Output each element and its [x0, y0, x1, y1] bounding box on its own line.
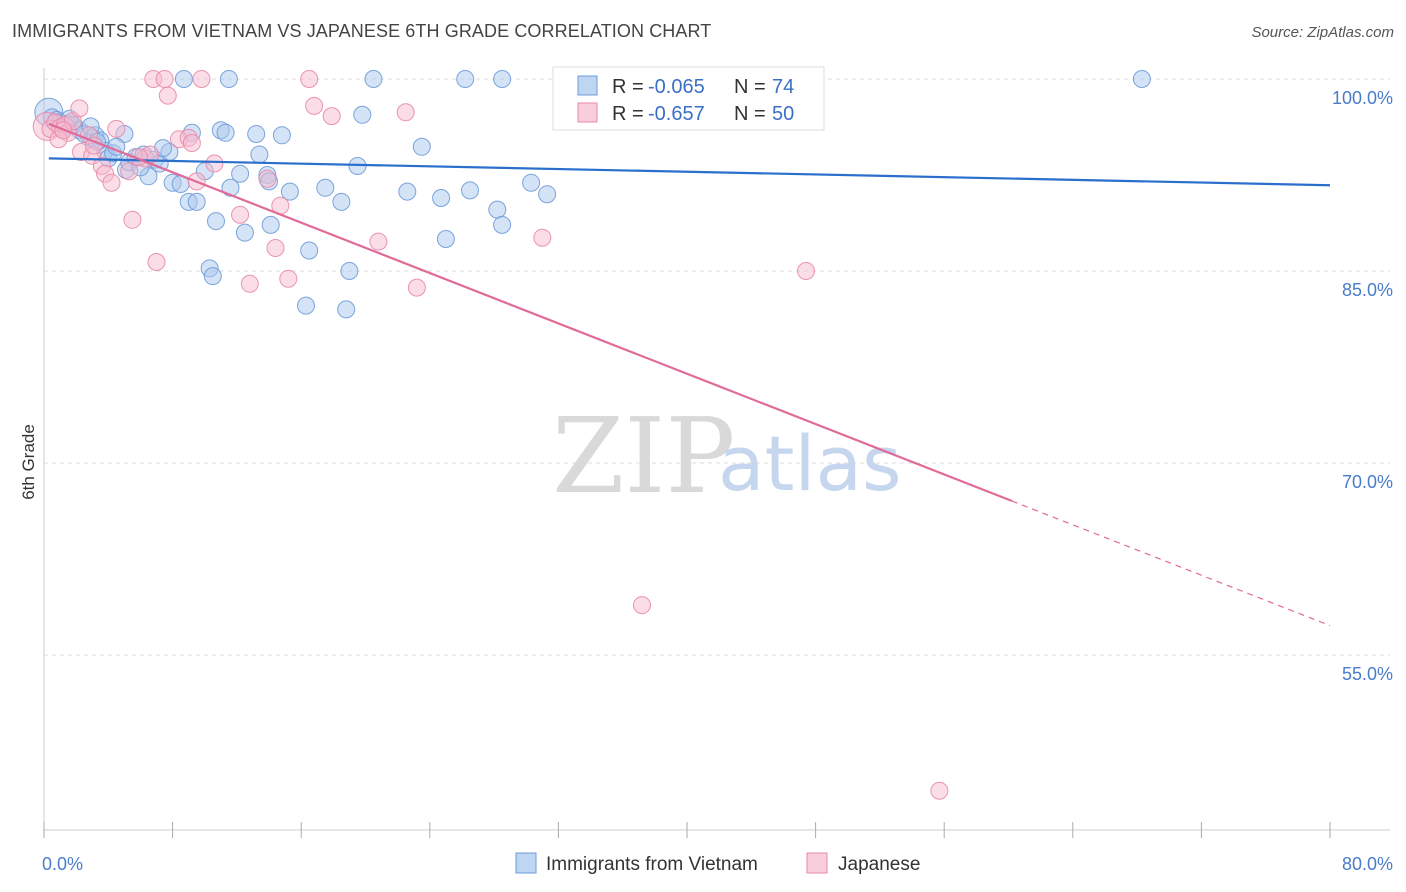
point-vietnam	[522, 173, 541, 192]
series-legend-swatch-japanese	[806, 852, 828, 874]
point-japanese	[120, 162, 139, 181]
point-japanese	[192, 70, 211, 88]
legend-n-label-japanese: N =	[734, 103, 766, 125]
point-vietnam	[174, 70, 193, 88]
point-vietnam	[250, 145, 269, 164]
point-japanese	[279, 269, 298, 288]
legend-swatch-vietnam	[577, 75, 598, 96]
legend-r-value-vietnam: -0.065	[648, 76, 705, 98]
point-vietnam	[187, 192, 206, 211]
y-tick-label: 100.0%	[1332, 88, 1393, 108]
point-japanese	[300, 70, 319, 88]
data-points	[32, 70, 1151, 800]
point-japanese	[930, 781, 949, 800]
point-vietnam	[297, 296, 315, 315]
point-vietnam	[364, 70, 383, 88]
watermark-atlas: atlas	[718, 419, 902, 508]
point-vietnam	[353, 105, 372, 124]
point-japanese	[797, 262, 815, 280]
point-japanese	[396, 103, 415, 122]
series-legend-label-japanese: Japanese	[838, 854, 920, 875]
point-japanese	[70, 99, 89, 118]
trend-line-japanese	[48, 122, 1013, 502]
legend-n-value-vietnam: 74	[772, 76, 794, 98]
point-vietnam	[337, 300, 356, 319]
point-vietnam	[221, 178, 240, 197]
point-vietnam	[216, 123, 235, 142]
point-vietnam	[300, 241, 319, 260]
series-legend: Immigrants from Vietnam Japanese	[515, 852, 920, 875]
point-vietnam	[203, 267, 222, 286]
legend-r-label-japanese: R =	[612, 103, 644, 125]
point-japanese	[633, 596, 651, 615]
point-vietnam	[272, 126, 291, 145]
grid: 100.0% 85.0% 70.0% 55.0%	[44, 78, 1393, 684]
y-tick-label: 85.0%	[1342, 280, 1393, 300]
point-vietnam	[247, 125, 266, 143]
y-axis-label: 6th Grade	[19, 424, 38, 500]
x-tick-label: 0.0%	[42, 854, 83, 874]
series-legend-label-vietnam: Immigrants from Vietnam	[546, 854, 758, 875]
point-vietnam	[207, 212, 225, 231]
point-japanese	[107, 119, 126, 138]
chart-source: Source: ZipAtlas.com	[1251, 24, 1394, 41]
legend-box	[552, 66, 825, 131]
point-japanese	[205, 154, 224, 173]
point-vietnam	[219, 70, 238, 88]
chart-title: IMMIGRANTS FROM VIETNAM VS JAPANESE 6TH …	[12, 21, 712, 41]
trend-line-vietnam	[48, 157, 1331, 187]
legend-swatch-japanese	[577, 102, 598, 123]
point-japanese	[102, 173, 121, 192]
point-vietnam	[261, 215, 280, 234]
series-legend-swatch-vietnam	[515, 852, 537, 874]
point-vietnam	[488, 200, 507, 219]
point-vietnam	[332, 192, 351, 211]
point-vietnam	[493, 215, 512, 234]
point-vietnam	[1132, 70, 1151, 88]
trend-lines	[48, 122, 1331, 627]
point-vietnam	[398, 182, 417, 201]
point-japanese	[266, 239, 285, 257]
point-vietnam	[432, 189, 451, 207]
point-vietnam	[280, 182, 299, 201]
axes: 0.0% 80.0%	[42, 68, 1393, 874]
trend-line-japanese-extension	[1011, 500, 1331, 627]
legend-r-value-japanese: -0.657	[648, 103, 705, 125]
point-vietnam	[316, 178, 335, 197]
point-vietnam	[436, 230, 455, 248]
watermark: ZIP atlas	[552, 395, 902, 517]
point-japanese	[322, 107, 341, 126]
legend-r-label-vietnam: R =	[612, 76, 644, 98]
point-vietnam	[538, 185, 557, 204]
legend-n-label-vietnam: N =	[734, 76, 766, 98]
point-japanese	[369, 232, 388, 251]
point-japanese	[123, 210, 142, 229]
point-vietnam	[231, 164, 250, 183]
point-vietnam	[456, 70, 475, 88]
point-vietnam	[412, 137, 431, 156]
point-vietnam	[235, 223, 254, 242]
point-japanese	[155, 70, 174, 88]
point-japanese	[258, 169, 277, 188]
point-japanese	[231, 205, 250, 224]
point-japanese	[305, 96, 324, 115]
point-japanese	[533, 228, 552, 247]
point-japanese	[240, 274, 259, 293]
point-japanese	[182, 134, 201, 152]
point-vietnam	[461, 181, 479, 200]
point-vietnam	[493, 70, 512, 88]
legend: R = -0.065 N = 74 R = -0.657 N = 50	[552, 66, 825, 131]
legend-n-value-japanese: 50	[772, 103, 794, 125]
point-japanese	[147, 253, 166, 271]
y-tick-label: 70.0%	[1342, 472, 1393, 492]
point-japanese	[407, 278, 426, 297]
watermark-zip: ZIP	[552, 395, 735, 517]
point-japanese	[158, 86, 177, 105]
point-vietnam	[340, 262, 359, 280]
y-tick-label: 55.0%	[1342, 664, 1393, 684]
x-tick-label: 80.0%	[1342, 854, 1393, 874]
